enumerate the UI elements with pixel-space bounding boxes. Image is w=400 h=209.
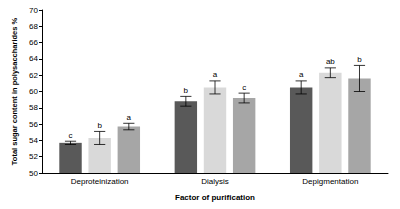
svg-text:c: c bbox=[242, 83, 246, 92]
svg-text:70: 70 bbox=[29, 6, 38, 15]
svg-text:Total sugar content in polysac: Total sugar content in polysaccharides % bbox=[10, 17, 19, 165]
svg-text:50: 50 bbox=[29, 169, 38, 178]
svg-text:62: 62 bbox=[29, 71, 38, 80]
svg-text:58: 58 bbox=[29, 103, 38, 112]
svg-text:a: a bbox=[299, 70, 304, 79]
svg-text:b: b bbox=[184, 86, 189, 95]
svg-text:Depigmentation: Depigmentation bbox=[302, 177, 358, 186]
svg-text:52: 52 bbox=[29, 152, 38, 161]
svg-text:ab: ab bbox=[326, 57, 335, 66]
svg-text:60: 60 bbox=[29, 87, 38, 96]
svg-text:a: a bbox=[127, 113, 132, 122]
svg-text:54: 54 bbox=[29, 136, 38, 145]
svg-text:56: 56 bbox=[29, 120, 38, 129]
svg-text:b: b bbox=[357, 55, 362, 64]
svg-text:a: a bbox=[213, 70, 218, 79]
svg-text:66: 66 bbox=[29, 38, 38, 47]
svg-text:64: 64 bbox=[29, 54, 38, 63]
svg-text:Factor of purification: Factor of purification bbox=[175, 193, 255, 202]
svg-text:68: 68 bbox=[29, 22, 38, 31]
svg-text:Dialysis: Dialysis bbox=[201, 177, 229, 186]
svg-text:Deproteinization: Deproteinization bbox=[71, 177, 129, 186]
svg-text:b: b bbox=[97, 121, 102, 130]
svg-text:c: c bbox=[69, 131, 73, 140]
